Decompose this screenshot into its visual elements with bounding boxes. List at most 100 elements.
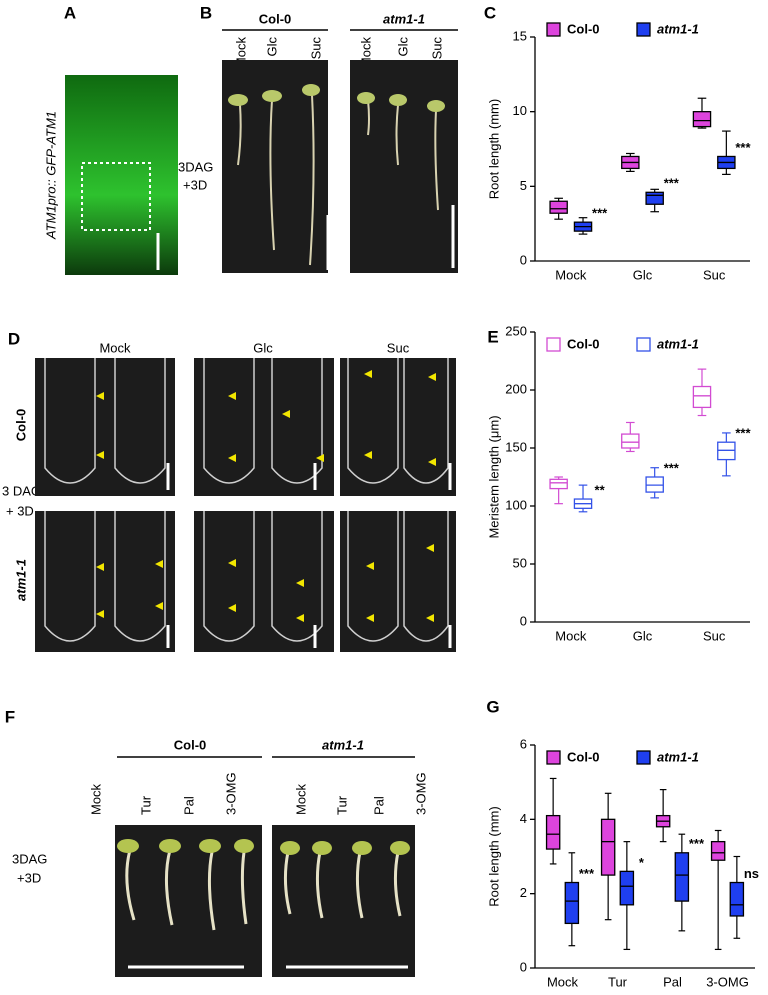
panel-label: B xyxy=(200,3,212,22)
genotype-label: Col-0 xyxy=(174,737,207,752)
y-tick-label: 50 xyxy=(513,555,527,570)
condition-label: 3DAG xyxy=(178,159,213,174)
treatment-label: Mock xyxy=(293,783,308,815)
significance: *** xyxy=(689,836,705,851)
box xyxy=(621,433,640,449)
genotype-label: atm1-1 xyxy=(13,559,28,601)
condition-label: + 3D xyxy=(6,503,34,518)
genotype-label: atm1-1 xyxy=(322,737,364,752)
genotype-label: Col-0 xyxy=(259,11,292,26)
treatment-label: Suc xyxy=(429,37,444,60)
arrowheads xyxy=(96,370,436,622)
legend-swatch xyxy=(546,22,561,37)
x-tick-label: Pal xyxy=(663,974,682,989)
box xyxy=(549,200,568,214)
box xyxy=(600,818,616,876)
x-tick-label: Tur xyxy=(608,974,628,989)
zoom-box xyxy=(81,162,151,231)
box xyxy=(564,881,580,925)
genotype-label: Col-0 xyxy=(13,409,28,442)
treatment-label: Pal xyxy=(371,796,386,815)
legend-swatch xyxy=(636,337,651,352)
significance: *** xyxy=(735,140,751,155)
cotyledons xyxy=(117,839,410,855)
x-tick-label: Glc xyxy=(633,267,653,282)
treatment-label: Glc xyxy=(253,340,273,355)
y-tick-label: 4 xyxy=(520,811,527,826)
seedlings xyxy=(125,849,402,931)
y-tick-label: 0 xyxy=(520,959,527,974)
y-tick-label: 150 xyxy=(505,439,527,454)
panel-label: E xyxy=(487,327,498,346)
significance: * xyxy=(639,855,645,870)
box xyxy=(729,881,745,917)
significance: *** xyxy=(592,206,608,221)
legend-swatch xyxy=(636,750,651,765)
significance: ** xyxy=(595,482,606,497)
micrographs xyxy=(35,358,456,652)
panel-label: G xyxy=(486,697,499,716)
condition-label: 3DAG xyxy=(12,851,47,866)
legend-label: Col-0 xyxy=(567,336,600,351)
box xyxy=(692,111,712,128)
significance: *** xyxy=(579,866,595,881)
box xyxy=(549,478,568,490)
y-axis-label: Root length (mm) xyxy=(486,806,501,906)
treatment-label: 3-OMG xyxy=(413,772,428,815)
legend-label: Col-0 xyxy=(567,21,600,36)
legend-label: atm1-1 xyxy=(657,749,699,764)
x-tick-label: Suc xyxy=(703,628,726,643)
legend-label: atm1-1 xyxy=(657,21,699,36)
box xyxy=(545,814,561,850)
x-tick-label: 3-OMG xyxy=(706,974,749,989)
y-tick-label: 0 xyxy=(520,252,527,267)
significance: *** xyxy=(664,460,680,475)
box xyxy=(619,870,635,906)
treatment-label: Glc xyxy=(395,37,410,57)
seedlings xyxy=(237,94,439,266)
cotyledons xyxy=(228,84,445,112)
box xyxy=(692,385,712,409)
x-tick-label: Mock xyxy=(555,267,587,282)
significance: ns xyxy=(744,866,759,881)
treatment-label: 3-OMG xyxy=(223,772,238,815)
y-tick-label: 5 xyxy=(520,178,527,193)
box xyxy=(645,191,664,205)
legend-label: atm1-1 xyxy=(657,336,699,351)
box xyxy=(710,840,726,861)
y-tick-label: 0 xyxy=(520,613,527,628)
panel-label: D xyxy=(8,329,20,348)
legend-swatch xyxy=(636,22,651,37)
panel-label: C xyxy=(484,3,496,22)
y-tick-label: 100 xyxy=(505,497,527,512)
y-axis-label: Root length (mm) xyxy=(486,99,501,199)
legend-swatch xyxy=(546,337,561,352)
x-tick-label: Mock xyxy=(555,628,587,643)
treatment-label: Tur xyxy=(138,795,153,815)
treatment-label: Glc xyxy=(264,37,279,57)
condition-label: 3 DAG xyxy=(2,483,41,498)
genotype-label: atm1-1 xyxy=(383,11,425,26)
y-tick-label: 10 xyxy=(513,103,527,118)
treatment-label: Suc xyxy=(308,37,323,60)
caption: ATM1pro:: GFP-ATM1 xyxy=(43,111,58,240)
significance: *** xyxy=(664,176,680,191)
x-tick-label: Suc xyxy=(703,267,726,282)
box xyxy=(674,852,690,902)
y-axis-label: Meristem length (μm) xyxy=(486,415,501,538)
treatment-label: Suc xyxy=(387,340,410,355)
panel-label: A xyxy=(64,3,76,22)
treatment-label: Mock xyxy=(99,340,131,355)
treatment-label: Tur xyxy=(334,795,349,815)
legend-swatch xyxy=(546,750,561,765)
x-tick-label: Glc xyxy=(633,628,653,643)
photo xyxy=(350,60,458,273)
root-outlines xyxy=(44,358,449,642)
y-tick-label: 15 xyxy=(513,28,527,43)
y-tick-label: 2 xyxy=(520,885,527,900)
condition-label: +3D xyxy=(17,870,41,885)
panel-label: F xyxy=(5,707,15,726)
treatment-label: Mock xyxy=(88,783,103,815)
scale-bars xyxy=(166,463,452,648)
